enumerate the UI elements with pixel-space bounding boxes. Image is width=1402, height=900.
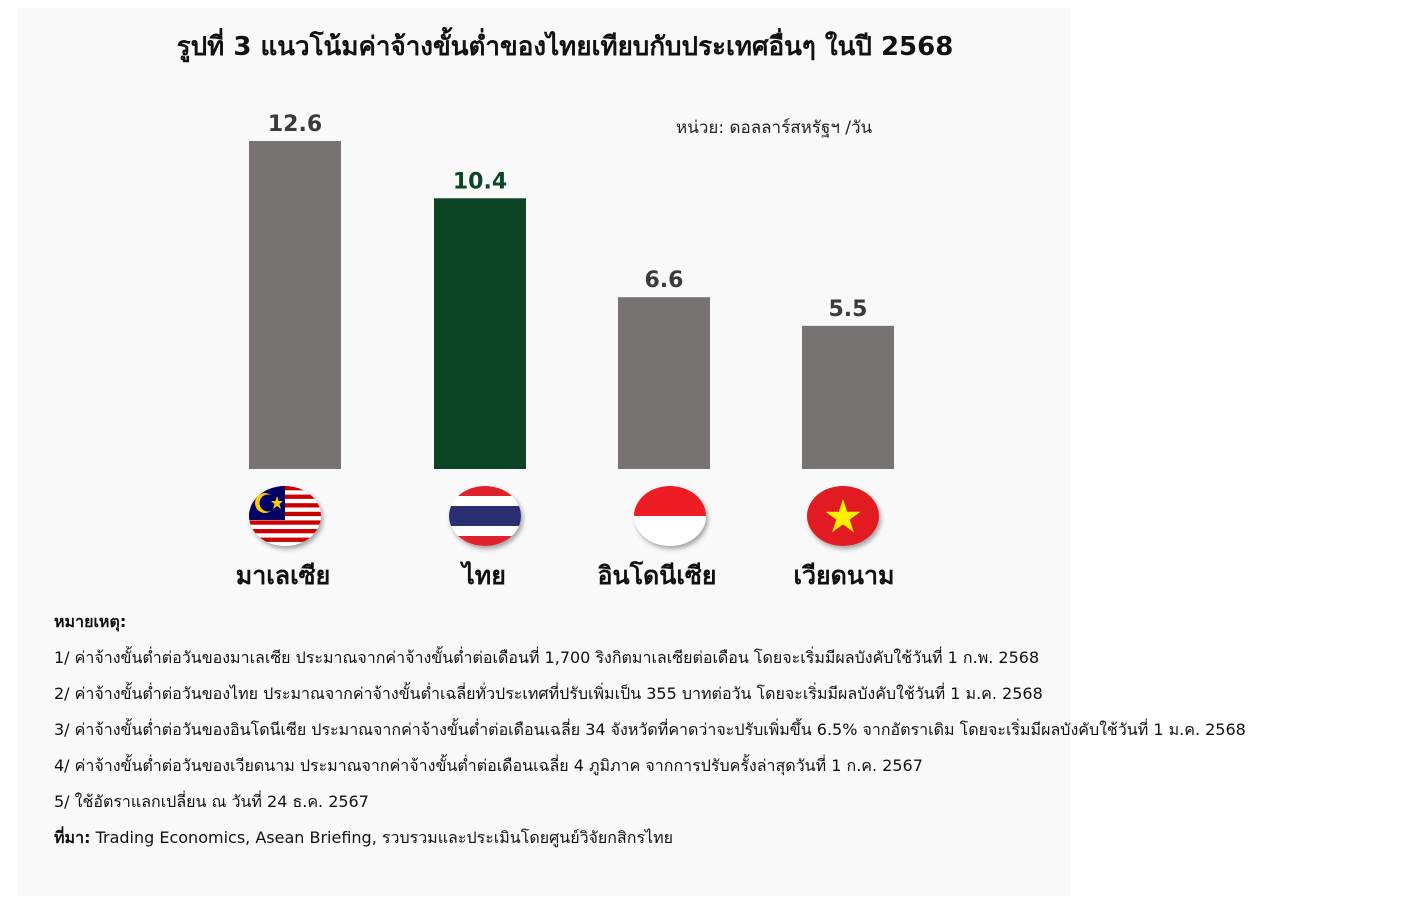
unit-label: หน่วย: ดอลลาร์สหรัฐฯ /วัน [676, 118, 873, 138]
note-line-5: 5/ ใช้อัตราแลกเปลี่ยน ณ วันที่ 24 ธ.ค. 2… [54, 792, 369, 811]
note-line-4: 4/ ค่าจ้างขั้นต่ำต่อวันของเวียดนาม ประมา… [54, 756, 923, 775]
value-label-malaysia: 12.6 [268, 112, 322, 137]
notes-section: หมายเหตุ: 1/ ค่าจ้างขั้นต่ำต่อวันของมาเล… [54, 610, 1394, 850]
bar-thailand [434, 198, 526, 469]
malaysia-flag-icon [249, 486, 321, 546]
indonesia-flag-icon [634, 486, 706, 546]
note-line-1: 1/ ค่าจ้างขั้นต่ำต่อวันของมาเลเซีย ประมา… [54, 648, 1040, 667]
country-label-indonesia: อินโดนีเซีย [597, 561, 717, 590]
chart-title: รูปที่ 3 แนวโน้มค่าจ้างขั้นต่ำของไทยเทีย… [176, 32, 954, 62]
bar-vietnam [802, 325, 894, 469]
country-label-malaysia: มาเลเซีย [235, 561, 331, 590]
bar-chart: 12.6 10.4 6.6 5.5 [249, 112, 894, 469]
country-label-vietnam: เวียดนาม [793, 561, 895, 590]
source-text: Trading Economics, Asean Briefing, รวบรว… [90, 828, 673, 847]
note-line-3: 3/ ค่าจ้างขั้นต่ำต่อวันของอินโดนีเซีย ปร… [54, 720, 1246, 739]
vietnam-flag-icon [807, 486, 879, 546]
country-label-thailand: ไทย [462, 561, 506, 590]
value-label-indonesia: 6.6 [645, 268, 684, 293]
value-label-thailand: 10.4 [453, 169, 507, 194]
source-label: ที่มา: [54, 828, 91, 847]
thailand-flag-icon [449, 486, 521, 546]
notes-title: หมายเหตุ: [54, 612, 127, 631]
value-label-vietnam: 5.5 [829, 297, 868, 322]
chart-panel [18, 8, 1070, 896]
bar-indonesia [618, 297, 710, 469]
note-line-2: 2/ ค่าจ้างขั้นต่ำต่อวันของไทย ประมาณจากค… [54, 684, 1043, 703]
source-line: ที่มา: Trading Economics, Asean Briefing… [54, 826, 1394, 850]
bar-malaysia [249, 141, 341, 469]
